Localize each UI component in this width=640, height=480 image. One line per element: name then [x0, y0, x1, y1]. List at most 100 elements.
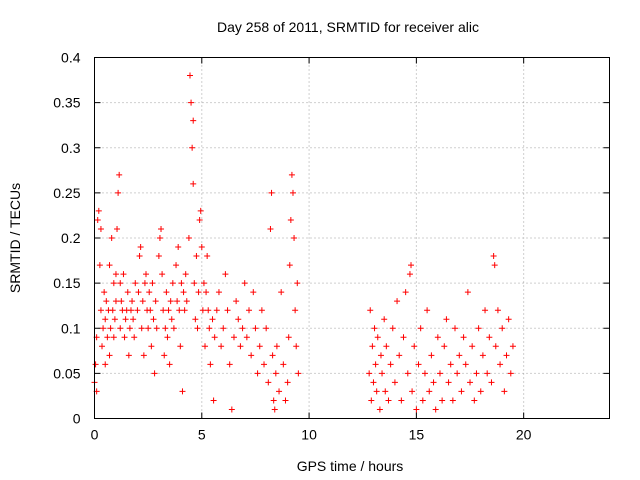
y-tick-label: 0.15	[53, 275, 80, 291]
data-point	[436, 370, 443, 377]
data-point	[284, 379, 291, 386]
data-point	[490, 253, 497, 260]
data-point	[250, 289, 257, 296]
x-tick-label: 20	[516, 427, 532, 443]
data-point	[509, 343, 516, 350]
y-tick-label: 0.25	[53, 185, 80, 201]
data-point	[151, 370, 158, 377]
data-point	[197, 207, 204, 214]
data-point	[389, 325, 396, 332]
data-point	[118, 298, 125, 305]
data-point	[97, 225, 104, 232]
data-point	[132, 280, 139, 287]
data-point	[186, 72, 193, 79]
data-point	[499, 325, 506, 332]
data-point	[443, 316, 450, 323]
data-point	[148, 343, 155, 350]
data-point	[441, 343, 448, 350]
data-point	[107, 325, 114, 332]
data-point	[454, 370, 461, 377]
data-point	[415, 361, 422, 368]
x-tick-label: 5	[198, 427, 206, 443]
data-point	[233, 298, 240, 305]
data-point	[97, 307, 104, 314]
data-point	[486, 334, 493, 341]
data-point	[161, 352, 168, 359]
data-point	[426, 388, 433, 395]
data-point	[126, 325, 133, 332]
data-point	[293, 343, 300, 350]
data-point	[115, 189, 122, 196]
data-point	[373, 388, 380, 395]
data-point	[280, 361, 287, 368]
data-point	[140, 352, 147, 359]
data-point	[477, 388, 484, 395]
data-point	[127, 307, 134, 314]
data-point	[404, 370, 411, 377]
data-point	[458, 388, 465, 395]
data-point	[376, 406, 383, 413]
data-point	[239, 325, 246, 332]
data-point	[99, 343, 106, 350]
data-point	[505, 316, 512, 323]
data-point	[367, 307, 374, 314]
data-point	[383, 343, 390, 350]
data-point	[237, 343, 244, 350]
data-point	[369, 343, 376, 350]
plot-frame	[94, 57, 610, 419]
data-point	[276, 388, 283, 395]
data-point	[206, 325, 213, 332]
data-point	[95, 207, 102, 214]
data-point	[501, 388, 508, 395]
data-point	[272, 370, 279, 377]
data-point	[471, 397, 478, 404]
data-point	[475, 325, 482, 332]
data-point	[265, 379, 272, 386]
data-point	[497, 361, 504, 368]
data-point	[129, 298, 136, 305]
data-point	[195, 289, 202, 296]
data-point	[243, 334, 250, 341]
chart-title: Day 258 of 2011, SRMTID for receiver ali…	[217, 19, 479, 35]
data-point	[482, 307, 489, 314]
data-point	[159, 271, 166, 278]
x-tick-label: 0	[91, 427, 99, 443]
data-point	[256, 343, 263, 350]
data-point	[366, 370, 373, 377]
data-point	[252, 325, 259, 332]
data-point	[141, 280, 148, 287]
data-point	[149, 280, 156, 287]
data-point	[173, 262, 180, 269]
data-point	[254, 370, 261, 377]
data-point	[370, 379, 377, 386]
grid	[94, 57, 610, 419]
data-point	[111, 316, 118, 323]
data-point	[467, 379, 474, 386]
data-point	[100, 325, 107, 332]
data-point	[158, 225, 165, 232]
data-point	[137, 244, 144, 251]
data-point	[104, 334, 111, 341]
data-point	[430, 379, 437, 386]
data-point	[263, 325, 270, 332]
tick-labels: 0 5 10 15 20 0 0.05 0.1 0.15 0.2 0.25 0.3 0.35 0.4	[53, 50, 531, 443]
data-point	[180, 289, 187, 296]
data-point	[402, 289, 409, 296]
data-point	[379, 370, 386, 377]
data-point	[134, 307, 141, 314]
data-point	[92, 361, 99, 368]
data-point	[382, 388, 389, 395]
data-point	[289, 189, 296, 196]
y-tick-label: 0.2	[61, 230, 81, 246]
data-point	[294, 280, 301, 287]
data-point	[387, 361, 394, 368]
data-point	[179, 388, 186, 395]
y-tick-label: 0.1	[61, 320, 81, 336]
data-point	[204, 253, 211, 260]
data-point	[484, 370, 491, 377]
data-point	[394, 298, 401, 305]
data-point	[449, 397, 456, 404]
data-point	[456, 352, 463, 359]
y-tick-label: 0.35	[53, 95, 80, 111]
data-point	[286, 262, 293, 269]
